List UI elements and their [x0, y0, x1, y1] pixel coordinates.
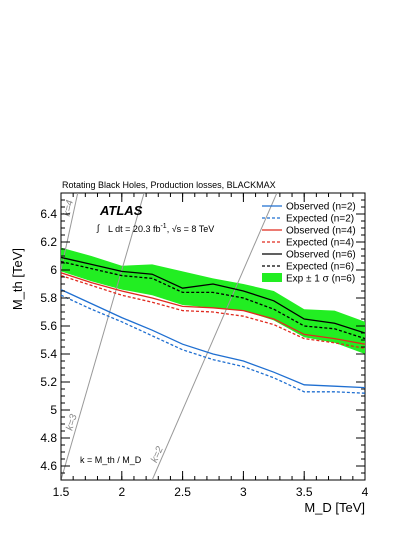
x-axis-title: M_D [TeV] — [304, 500, 365, 515]
series-line-1 — [61, 294, 365, 394]
legend: Observed (n=2)Expected (n=2)Observed (n=… — [262, 202, 356, 285]
y-axis-title: M_th [TeV] — [10, 248, 25, 310]
k-line-label-3: k=3 — [65, 413, 80, 432]
integral-symbol: ∫ — [96, 223, 101, 233]
series-line-3 — [61, 274, 365, 350]
y-tick-label: 5.8 — [40, 291, 57, 305]
energy-text: , √s = 8 TeV — [167, 224, 215, 234]
legend-swatch-band — [262, 273, 282, 282]
series-line-0 — [61, 289, 365, 389]
y-tick-label: 4.6 — [40, 459, 57, 473]
y-tick-label: 6.4 — [40, 207, 57, 221]
atlas-label: ATLAS — [99, 203, 143, 218]
series-line-5 — [61, 260, 365, 340]
k-line-2 — [151, 193, 278, 480]
legend-label-5: Expected (n=6) — [286, 262, 354, 273]
y-tick-label: 4.8 — [40, 431, 57, 445]
legend-label-4: Observed (n=6) — [286, 250, 356, 261]
x-tick-label: 4 — [362, 485, 369, 499]
chart-title: Rotating Black Holes, Production losses,… — [62, 180, 276, 190]
legend-label-6: Exp ± 1 σ (n=6) — [286, 274, 355, 285]
legend-label-0: Observed (n=2) — [286, 202, 356, 213]
legend-label-1: Expected (n=2) — [286, 214, 354, 225]
x-tick-label: 3.5 — [296, 485, 313, 499]
luminosity-sup: -1 — [160, 223, 166, 230]
luminosity-text: L dt = 20.3 fb-1, √s = 8 TeV — [108, 223, 214, 234]
luminosity-value: L dt = 20.3 fb — [108, 224, 160, 234]
series-line-4 — [61, 256, 365, 334]
k-line-4 — [61, 193, 79, 273]
y-tick-label: 5 — [50, 403, 57, 417]
k-definition: k = M_th / M_D — [80, 455, 142, 465]
y-tick-label: 5.2 — [40, 375, 57, 389]
x-tick-label: 2.5 — [174, 485, 191, 499]
x-tick-label: 1.5 — [53, 485, 70, 499]
k-lines-layer: k=3 k=2 k=4 — [61, 193, 278, 480]
series-line-2 — [61, 272, 365, 345]
k-line-3 — [61, 193, 145, 480]
k-line-label-4: k=4 — [62, 199, 76, 218]
x-tick-label: 3 — [240, 485, 247, 499]
x-tick-label: 2 — [118, 485, 125, 499]
series-layer — [61, 256, 365, 394]
y-tick-label: 6.2 — [40, 235, 57, 249]
k-line-label-2: k=2 — [149, 445, 166, 465]
legend-label-2: Observed (n=4) — [286, 226, 356, 237]
y-tick-label: 5.6 — [40, 319, 57, 333]
y-tick-label: 6 — [50, 263, 57, 277]
y-tick-label: 5.4 — [40, 347, 57, 361]
axes-layer: 1.5 2 2.5 3 3.5 4 4.6 4.8 5 5.2 5.4 5.6 5.8 6 6.2 6.4 — [40, 192, 369, 499]
legend-label-3: Expected (n=4) — [286, 238, 354, 249]
